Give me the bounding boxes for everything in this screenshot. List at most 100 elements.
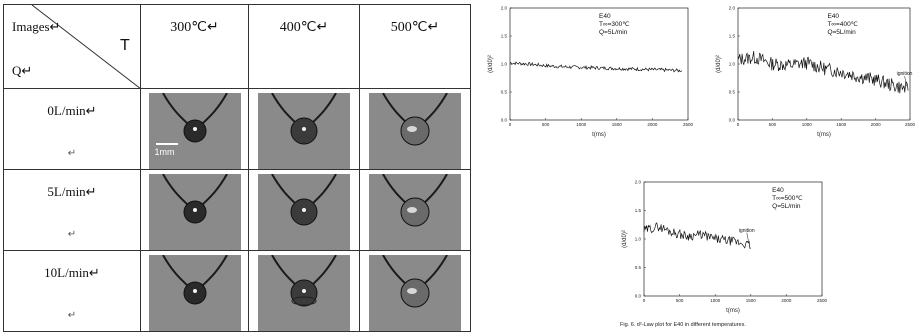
x-tick-label: 2000 [781,298,792,303]
chart-panel-500c: 0 500 1000 1500 2000 2500 0.0 0.5 1.0 1.5 2.0 t(ms)… [618,176,830,321]
series-line [643,222,751,249]
x-tick-label: 0 [643,298,646,303]
photo-cell [140,250,249,332]
x-tick-label: 1500 [612,122,623,127]
x-tick-label: 500 [676,298,684,303]
chart-annotation: T∞=500℃ [772,195,803,202]
y-tick-label: 0.5 [501,90,508,95]
y-tick-label: 2.0 [729,6,736,11]
droplet-drawing [369,93,461,169]
droplet-photo [369,255,461,331]
x-tick-label: 0 [509,122,512,127]
photo-cell [140,169,249,251]
photo-cell [359,88,471,170]
temp-header-300: 300℃↵ [140,4,249,89]
scale-label: 1mm [154,147,175,157]
droplet-drawing [148,255,241,331]
photo-cell [248,250,360,332]
photo-cell [248,169,360,251]
chart-panel-300c: 0 500 1000 1500 2000 2500 0.0 0.5 1.0 1.5 2.0 t(ms)… [484,2,696,145]
droplet-drawing [258,93,350,169]
table-corner-header: Images↵ T Q↵ [3,4,141,89]
ignition-label: ignition [897,71,913,77]
x-axis-label: t(ms) [726,308,740,314]
temp-header-500: 500℃↵ [359,4,471,89]
photo-cell: 1mm [140,88,249,170]
chart-annotation: T∞=300℃ [599,21,630,28]
droplet-photo [258,93,350,169]
droplet-photo [369,93,461,169]
droplet-drawing [148,174,241,250]
y-tick-label: 1.0 [729,62,736,67]
ignition-pointer [746,232,750,243]
y-tick-label: 1.5 [729,34,736,39]
x-tick-label: 1000 [802,122,813,127]
droplet-image-table: Images↵ T Q↵ 300℃↵ 400℃↵ 500℃↵ 0L/min↵ ↵… [3,4,471,332]
droplet-photo [258,174,350,250]
scale-bar [155,143,178,145]
row-label-0lmin: 0L/min↵ ↵ [3,88,141,170]
droplet-photo: 1mm [148,93,241,169]
chart-title-e40: E40 [772,187,784,194]
header-images-label: Images↵ [12,19,61,34]
x-axis-label: t(ms) [592,132,606,138]
photo-cell [359,250,471,332]
droplet-drawing [369,255,461,331]
ignition-label: ignition [739,228,755,234]
droplet-drawing [148,93,241,169]
y-tick-label: 0.5 [635,265,642,270]
y-tick-label: 0.5 [729,90,736,95]
temp-header-400: 400℃↵ [248,4,360,89]
x-tick-label: 500 [542,122,550,127]
droplet-drawing [258,174,350,250]
y-tick-label: 1.0 [635,237,642,242]
droplet-drawing [369,174,461,250]
ignition-pointer [904,76,907,87]
x-axis-label: t(ms) [817,132,831,138]
x-tick-label: 2500 [683,122,694,127]
x-tick-label: 2500 [817,298,828,303]
chart-annotation: Q=5L/min [827,29,856,36]
y-tick-label: 0.0 [501,118,508,123]
header-t-label: T [120,37,130,54]
series-line [509,61,682,73]
figure-caption: Fig. 6. d²-Law plot for E40 in different… [620,322,746,328]
y-tick-label: 2.0 [635,180,642,185]
x-tick-label: 2000 [871,122,882,127]
x-tick-label: 1000 [710,298,721,303]
y-tick-label: 1.0 [501,62,508,67]
chart-title-e40: E40 [827,13,839,20]
chart-panel-400c: 0 500 1000 1500 2000 2500 0.0 0.5 1.0 1.5 2.0 t(ms)… [712,2,918,145]
y-axis-label: (d/d0)² [622,230,628,248]
chart-svg: 0 500 1000 1500 2000 2500 0.0 0.5 1.0 1.5 2.0 t(ms)… [488,6,694,139]
y-tick-label: 1.5 [635,208,642,213]
x-tick-label: 2500 [905,122,916,127]
row-label-10lmin: 10L/min↵ ↵ [3,250,141,332]
x-tick-label: 1500 [836,122,847,127]
chart-annotation: Q=5L/min [772,203,801,210]
y-tick-label: 2.0 [501,6,508,11]
y-tick-label: 1.5 [501,34,508,39]
chart-svg: 0 500 1000 1500 2000 2500 0.0 0.5 1.0 1.5 2.0 t(ms)… [716,6,916,139]
chart-annotation: Q=5L/min [599,29,628,36]
x-tick-label: 1000 [576,122,587,127]
y-tick-label: 0.0 [729,118,736,123]
diagonal-divider [31,5,140,88]
photo-cell [359,169,471,251]
droplet-photo [148,255,241,331]
droplet-photo [258,255,350,331]
x-tick-label: 0 [737,122,740,127]
chart-title-e40: E40 [599,13,611,20]
chart-svg: 0 500 1000 1500 2000 2500 0.0 0.5 1.0 1.5 2.0 t(ms)… [622,180,828,315]
y-axis-label: (d/d0)² [488,55,494,73]
droplet-photo [148,174,241,250]
y-axis-label: (d/d0)² [716,55,722,73]
series-line [737,51,909,94]
row-label-5lmin: 5L/min↵ ↵ [3,169,141,251]
photo-cell [248,88,360,170]
y-tick-label: 0.0 [635,294,642,299]
droplet-drawing [258,255,350,331]
droplet-photo [369,174,461,250]
header-q-label: Q↵ [12,63,33,78]
chart-annotation: T∞=400℃ [827,21,858,28]
